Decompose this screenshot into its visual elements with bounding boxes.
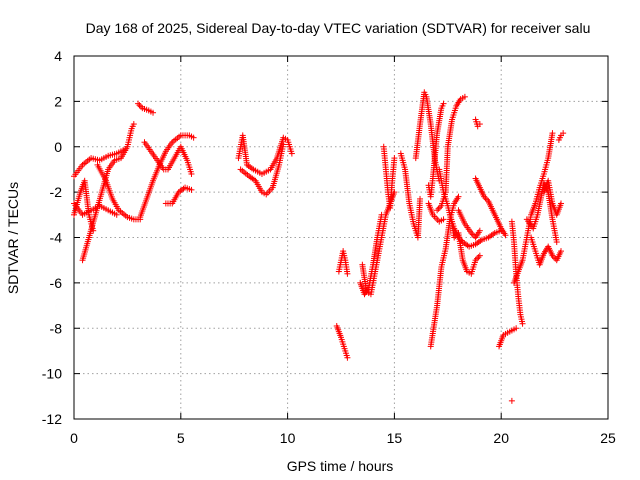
data-point <box>135 100 142 107</box>
x-tick-label: 10 <box>280 430 296 446</box>
data-point <box>188 170 195 177</box>
data-point <box>508 397 515 404</box>
data-point <box>553 239 560 246</box>
data-point <box>440 216 447 223</box>
y-tick-label: -4 <box>50 230 63 246</box>
data-point <box>435 205 442 212</box>
data-point <box>190 134 197 141</box>
chart-title: Day 168 of 2025, Sidereal Day-to-day VTE… <box>86 20 591 36</box>
y-axis-label: SDTVAR / TECUs <box>5 182 21 294</box>
data-point <box>519 320 526 327</box>
y-tick-label: -6 <box>50 275 63 291</box>
x-tick-label: 20 <box>493 430 509 446</box>
data-point <box>150 109 157 116</box>
data-point <box>440 100 447 107</box>
x-tick-label: 25 <box>600 430 616 446</box>
x-axis-label: GPS time / hours <box>287 458 394 474</box>
data-point <box>558 200 565 207</box>
data-point <box>378 211 385 218</box>
data-point <box>188 186 195 193</box>
y-tick-label: -8 <box>50 320 63 336</box>
data-point <box>434 207 441 214</box>
y-tick-label: -2 <box>50 184 63 200</box>
data-point <box>344 354 351 361</box>
grid-lines <box>74 56 608 419</box>
axis-ticks <box>73 55 609 420</box>
x-tick-label: 5 <box>177 430 185 446</box>
x-tick-labels: 0 5 10 15 20 25 <box>70 430 616 446</box>
y-tick-label: 0 <box>54 139 62 155</box>
data-point <box>288 150 295 157</box>
data-point <box>130 121 137 128</box>
data-point <box>391 155 398 162</box>
data-point <box>476 121 483 128</box>
data-point <box>344 270 351 277</box>
data-point <box>513 325 520 332</box>
y-tick-label: -10 <box>42 366 62 382</box>
data-point <box>475 254 482 261</box>
data-point <box>461 93 468 100</box>
data-point <box>549 130 556 137</box>
x-tick-label: 15 <box>387 430 403 446</box>
data-point <box>113 211 120 218</box>
data-point <box>455 193 462 200</box>
data-point <box>558 248 565 255</box>
data-point <box>136 102 143 109</box>
data-point <box>502 232 509 239</box>
x-tick-label: 0 <box>70 430 78 446</box>
y-tick-label: 2 <box>54 93 62 109</box>
y-tick-label: -12 <box>42 411 62 427</box>
y-tick-labels: 4 2 0 -2 -4 -6 -8 -10 -12 <box>42 48 62 427</box>
data-point <box>417 195 424 202</box>
data-point <box>476 252 483 259</box>
data-point <box>476 227 483 234</box>
data-point <box>280 141 287 148</box>
data-points <box>71 89 567 404</box>
data-point <box>560 130 567 137</box>
y-tick-label: 4 <box>54 48 62 64</box>
